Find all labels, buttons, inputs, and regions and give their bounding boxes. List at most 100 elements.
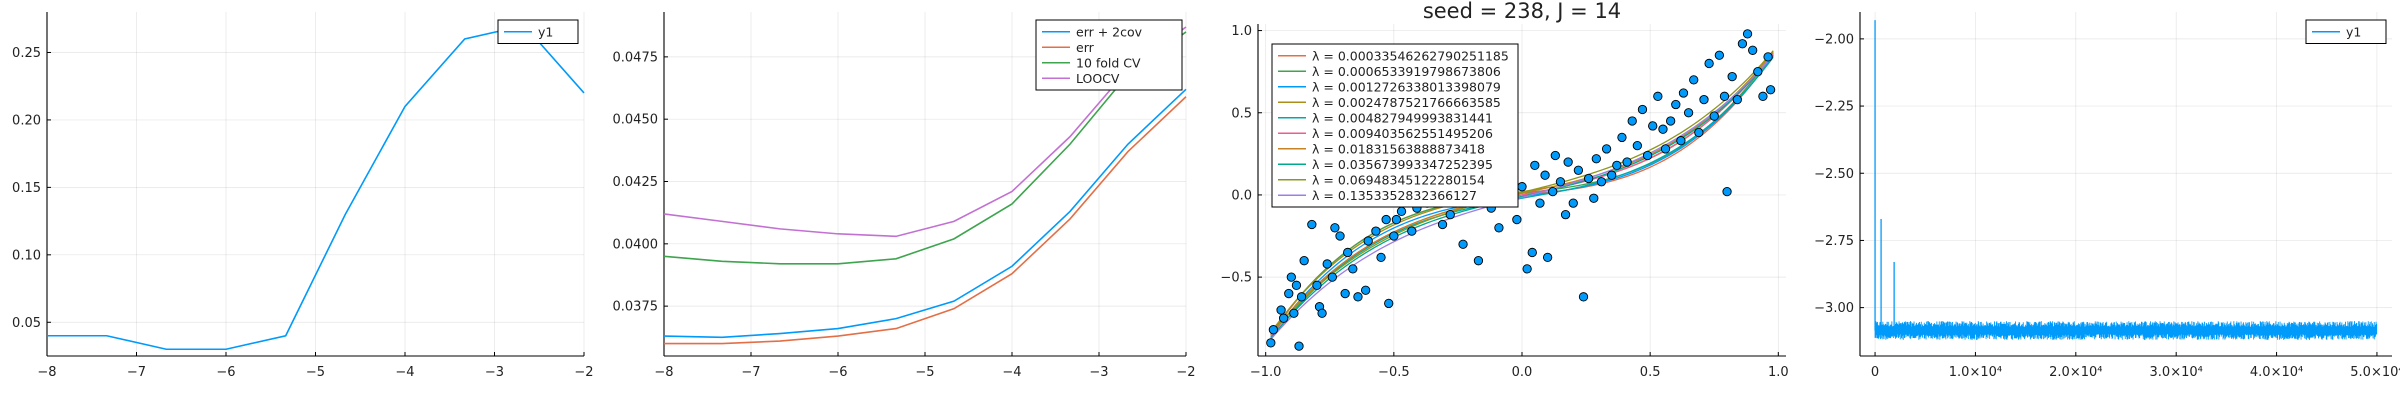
- data-point: [1473, 256, 1484, 266]
- data-point: [1284, 288, 1294, 299]
- y-tick-label: 0.0: [1231, 188, 1252, 203]
- x-tick-label: 0.5: [1640, 365, 1661, 380]
- legend-label: λ = 0.0006533919798673806: [1312, 64, 1501, 79]
- data-point: [1722, 186, 1732, 197]
- y-tick-label: 0.25: [12, 46, 41, 61]
- y-tick-label: 0.0425: [613, 175, 659, 190]
- data-point: [1307, 219, 1317, 230]
- data-point: [1327, 272, 1337, 282]
- data-point: [1658, 124, 1668, 134]
- data-point: [1727, 71, 1737, 82]
- data-point: [1666, 116, 1676, 126]
- legend-label: λ = 0.0012726338013398079: [1312, 79, 1501, 94]
- ridge-fit-scatter-plot: −1.0 −0.5 0.0 0.5 1.0 −0.5 0.0 0.5 1.0 seed = 238…: [1220, 0, 1788, 380]
- data-point: [1589, 193, 1599, 203]
- data-point: [1361, 285, 1371, 295]
- data-point: [1601, 144, 1612, 154]
- x-tick-label: −8: [37, 365, 56, 380]
- data-point: [1742, 29, 1753, 39]
- data-point: [1268, 325, 1279, 335]
- data-point: [1748, 45, 1758, 55]
- legend-label: λ = 0.009403562551495206: [1312, 126, 1493, 141]
- data-point: [1737, 39, 1748, 49]
- data-point: [1714, 50, 1725, 60]
- data-point: [1683, 108, 1694, 118]
- data-point: [1340, 288, 1350, 299]
- data-point: [1671, 99, 1681, 110]
- x-tick-label: −2: [1176, 365, 1195, 380]
- x-tick-label: 5.0×10⁴: [2350, 365, 2400, 380]
- y-tick-label: 0.0450: [613, 113, 659, 128]
- x-tick-label: −5: [915, 365, 934, 380]
- x-tick-label: 2.0×10⁴: [2049, 365, 2102, 380]
- data-point: [1512, 214, 1522, 225]
- data-point: [1763, 52, 1773, 62]
- data-point: [1568, 198, 1578, 208]
- x-tick-label: −4: [395, 365, 414, 380]
- data-point: [1548, 186, 1558, 197]
- y-tick-label: 0.0375: [613, 300, 659, 315]
- data-point: [1678, 88, 1689, 98]
- x-tick-label: 0: [1871, 365, 1879, 380]
- y-tick-label: −3.00: [1814, 301, 1854, 316]
- x-tick-label: −6: [828, 365, 847, 380]
- data-point: [1384, 298, 1394, 309]
- data-point: [1348, 264, 1358, 274]
- loss-vs-log-lambda-plot: −8 −7 −6 −5 −4 −3 −2 0.05 0.10 0.15 0.20 0.25 y1: [12, 12, 594, 380]
- legend-box: [1271, 43, 1519, 208]
- data-point: [1632, 140, 1642, 151]
- data-point: [1591, 154, 1601, 164]
- y-tick-label: −2.25: [1814, 100, 1854, 115]
- legend-label: λ = 0.035673993347252395: [1312, 157, 1493, 172]
- data-point: [1371, 226, 1381, 236]
- y-tick-label: −2.75: [1814, 234, 1854, 249]
- data-point: [1753, 67, 1763, 77]
- x-tick-label: −1.0: [1250, 365, 1282, 380]
- legend-label: λ = 0.01831563888873418: [1312, 141, 1485, 156]
- data-point: [1494, 223, 1504, 233]
- data-point: [1266, 338, 1276, 348]
- ridge-fit-curve: [1270, 54, 1774, 339]
- x-tick-label: 3.0×10⁴: [2150, 365, 2203, 380]
- x-tick-label: −3: [1089, 365, 1108, 380]
- error-estimates-plot: −8 −7 −6 −5 −4 −3 −2 0.0375 0.0400 0.0425 0.0450 0.…: [613, 12, 1196, 380]
- data-point: [1560, 209, 1571, 220]
- ridge-fit-curve: [1270, 56, 1774, 340]
- legend-label: λ = 0.06948345122280154: [1312, 172, 1485, 187]
- legend-label: λ = 0.1353352832366127: [1312, 188, 1477, 203]
- data-point: [1637, 104, 1648, 115]
- legend-label: λ = 0.00033546262790251185: [1312, 48, 1509, 63]
- data-point: [1699, 94, 1709, 105]
- data-point: [1555, 177, 1566, 187]
- data-point: [1689, 75, 1699, 85]
- data-point: [1276, 305, 1286, 315]
- data-point: [1573, 165, 1584, 175]
- data-point: [1517, 182, 1527, 192]
- y-tick-label: 0.10: [12, 248, 41, 263]
- data-point: [1527, 247, 1537, 258]
- data-point: [1704, 58, 1714, 69]
- y-tick-label: 0.05: [12, 316, 41, 331]
- data-point: [1607, 170, 1617, 180]
- data-point: [1758, 91, 1768, 101]
- data-point: [1381, 214, 1391, 225]
- data-point: [1343, 247, 1353, 258]
- data-point: [1535, 198, 1545, 208]
- series-line-y1: [1874, 321, 2378, 340]
- data-point: [1312, 280, 1322, 290]
- data-point: [1583, 173, 1594, 184]
- data-point: [1719, 91, 1730, 101]
- data-point: [1353, 292, 1363, 302]
- data-point: [1389, 231, 1399, 241]
- data-point: [1550, 150, 1560, 161]
- data-point: [1299, 256, 1309, 266]
- legend-label: λ = 0.004827949993831441: [1312, 110, 1493, 125]
- trace-plot: 0 1.0×10⁴ 2.0×10⁴ 3.0×10⁴ 4.0×10⁴ 5.0×10⁴ −3.0…: [1814, 12, 2400, 380]
- data-point: [1596, 177, 1607, 187]
- y-tick-label: 0.0400: [613, 237, 659, 252]
- series-line-10-fold-cv: [663, 31, 1187, 265]
- data-point: [1322, 259, 1332, 269]
- legend-label: err + 2cov: [1076, 24, 1143, 39]
- x-tick-label: −0.5: [1378, 365, 1410, 380]
